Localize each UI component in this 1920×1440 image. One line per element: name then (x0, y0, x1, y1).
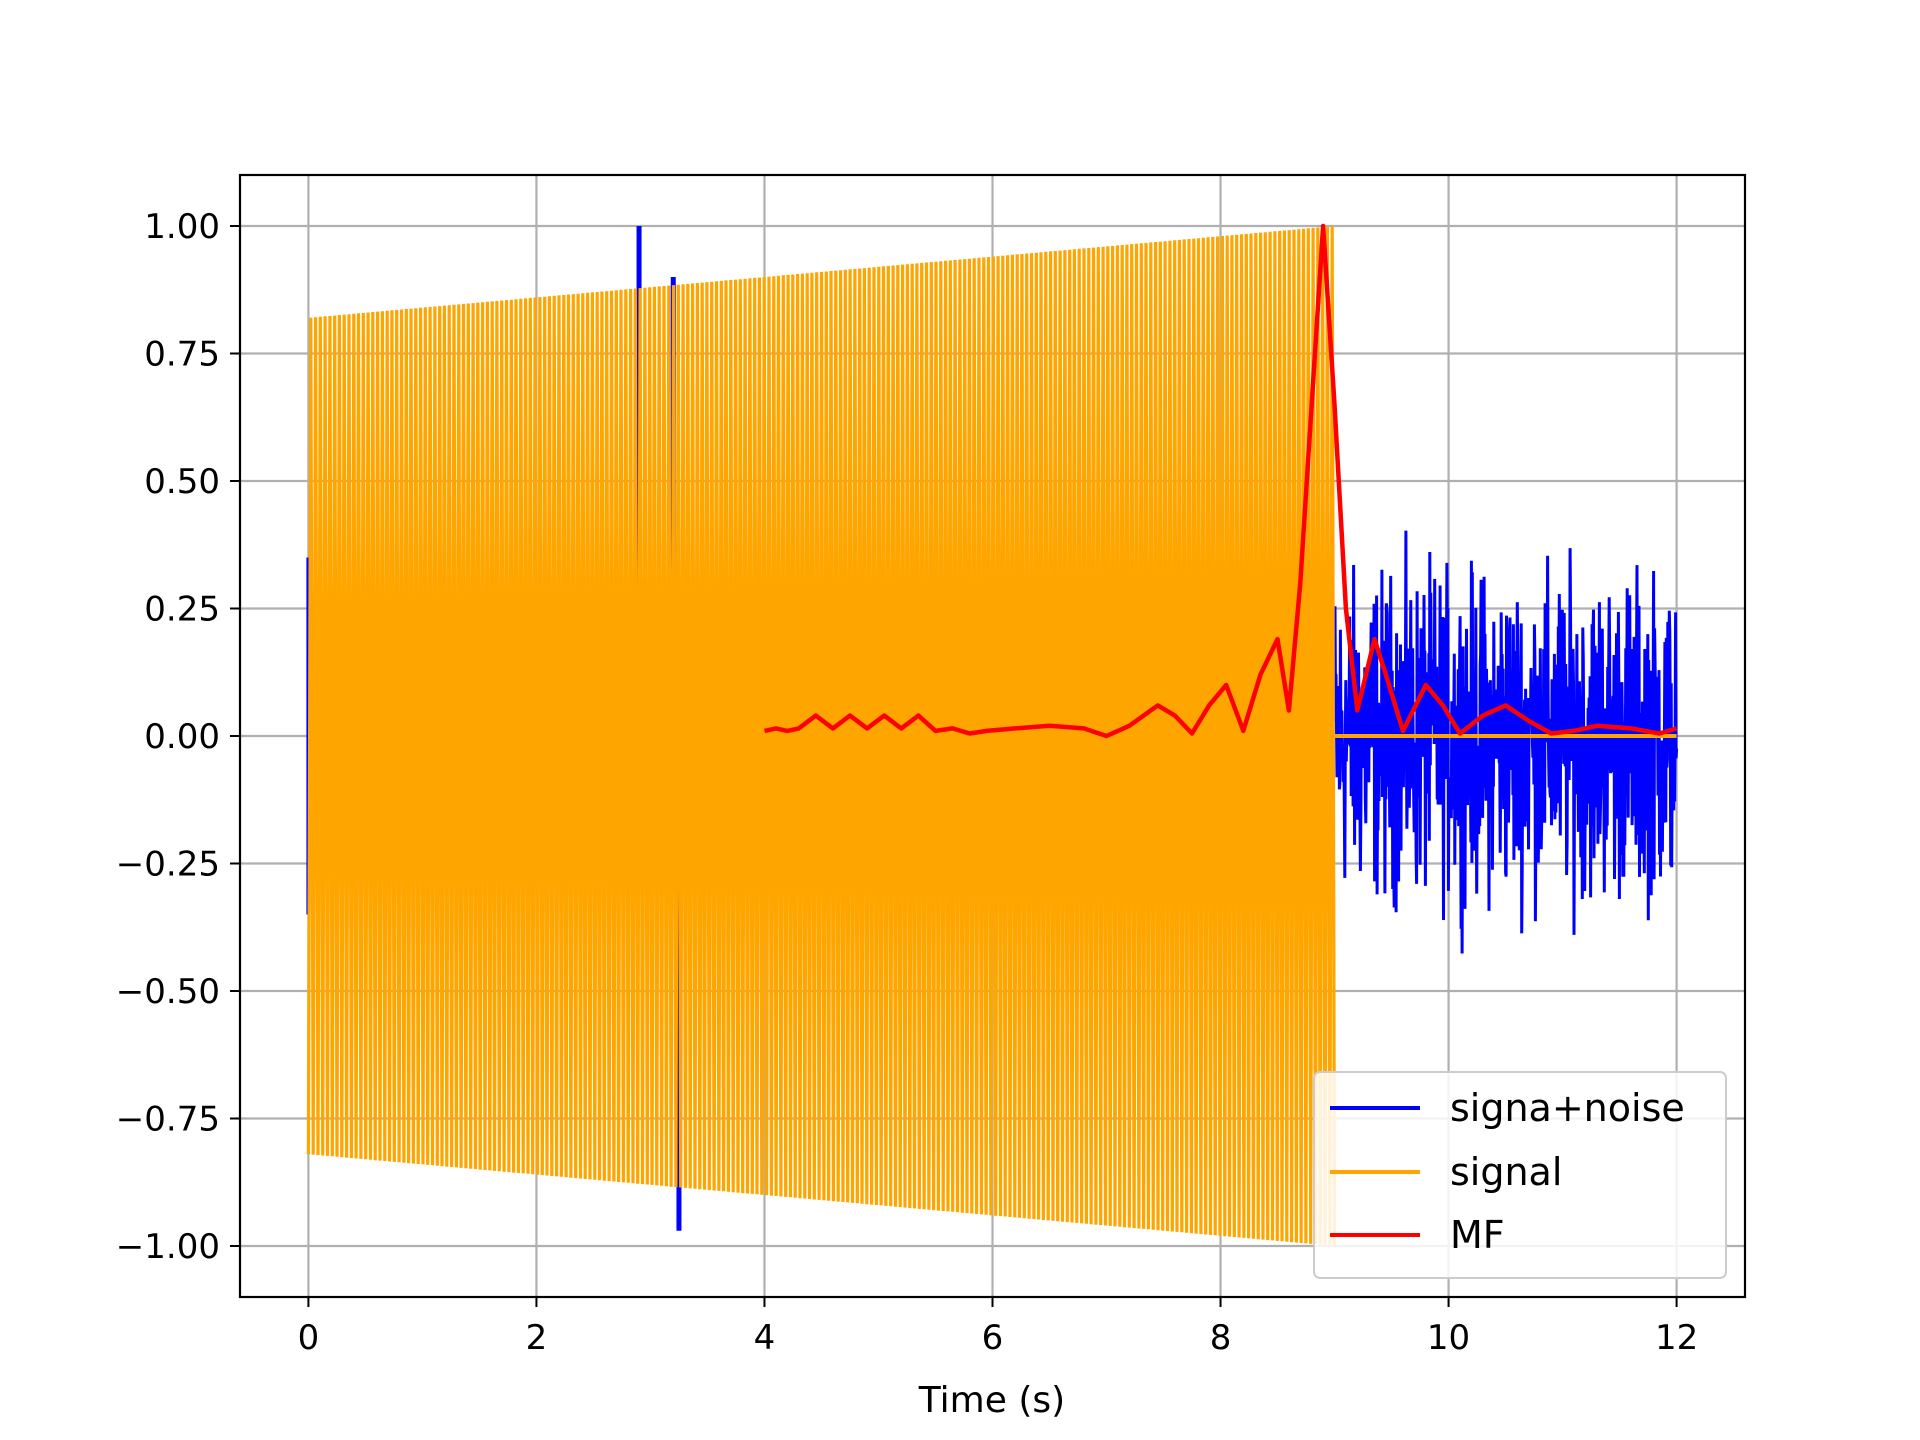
legend-label-mf: MF (1450, 1213, 1505, 1257)
y-tick-label: 0.00 (144, 717, 220, 757)
x-tick-label: 8 (1210, 1318, 1232, 1358)
y-tick-label: 0.75 (144, 335, 220, 375)
x-tick-label: 2 (526, 1318, 548, 1358)
series-signal-line (306, 226, 1337, 1247)
y-tick-label: 0.25 (144, 590, 220, 630)
y-tick-label: −0.25 (116, 845, 220, 885)
y-tick-label: −0.50 (116, 972, 220, 1012)
legend-label-signa-noise: signa+noise (1450, 1086, 1685, 1130)
y-tick-label: −0.75 (116, 1100, 220, 1140)
legend-box (1313, 1071, 1727, 1279)
legend-label-signal: signal (1450, 1150, 1562, 1194)
x-tick-label: 12 (1655, 1318, 1698, 1358)
y-tick-label: 0.50 (144, 462, 220, 502)
series-signa-noise-line (1333, 530, 1679, 954)
x-axis-ticks: 0 2 4 6 8 10 12 (298, 1297, 1698, 1358)
x-tick-label: 6 (982, 1318, 1004, 1358)
plot-series (306, 223, 1679, 1247)
y-tick-label: −1.00 (116, 1227, 220, 1267)
series-mf-line (764, 223, 1678, 739)
x-tick-label: 4 (754, 1318, 776, 1358)
y-axis-ticks: 1.00 0.75 0.50 0.25 0.00 −0.25 −0.50 −0.75 −1.00 (116, 207, 240, 1267)
x-tick-label: 10 (1427, 1318, 1470, 1358)
y-tick-label: 1.00 (144, 207, 220, 247)
legend: signa+noise signal MF (1313, 1071, 1727, 1279)
x-tick-label: 0 (298, 1318, 320, 1358)
x-axis-label: Time (s) (918, 1380, 1065, 1421)
